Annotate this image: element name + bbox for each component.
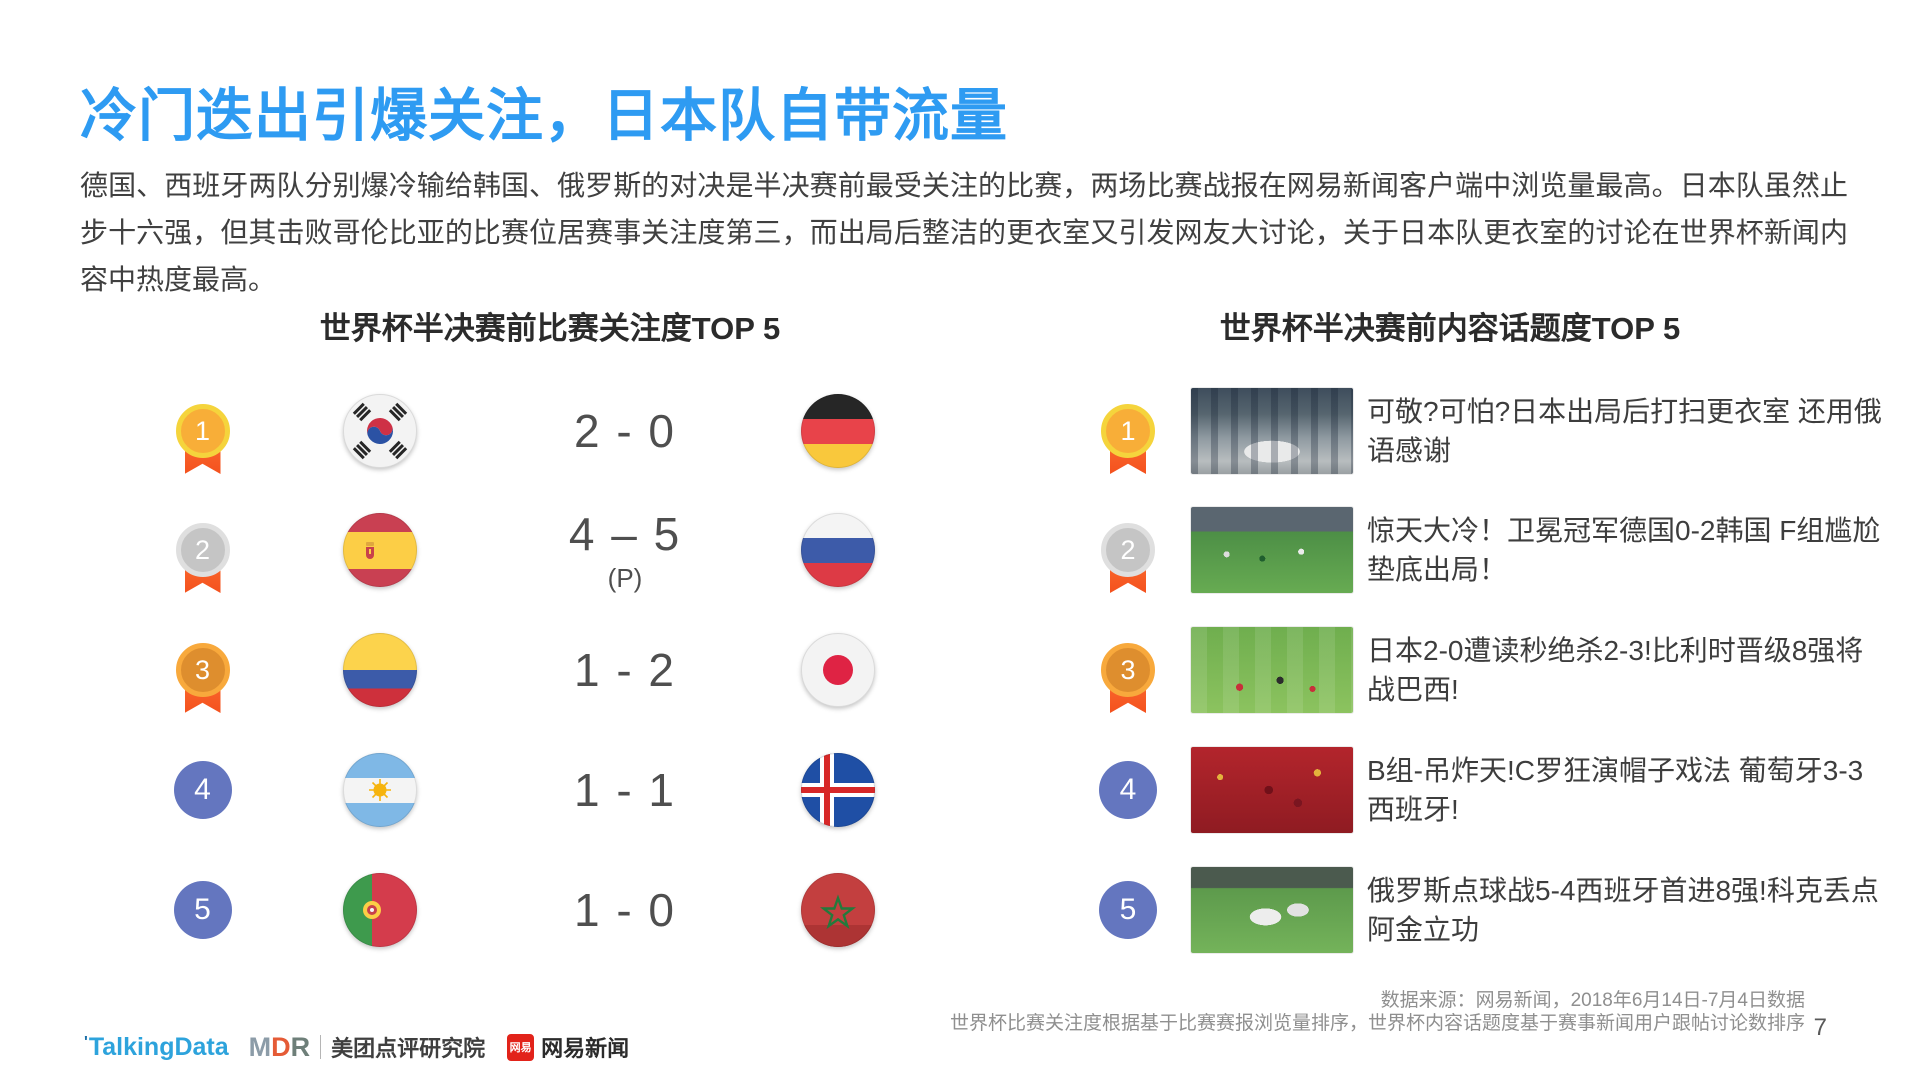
methodology-note: 世界杯比赛关注度根据基于比赛赛报浏览量排序，世界杯内容话题度基于赛事新闻用户跟帖… <box>949 1013 1805 1034</box>
data-source-note: 数据来源：网易新闻，2018年6月14日-7月4日数据 <box>1380 990 1805 1011</box>
match-row-3: 3 1 - 2 <box>150 622 930 718</box>
flag-iceland-icon <box>800 753 875 827</box>
meituan-dianping-institute-logo: 美团点评研究院 <box>331 1036 486 1061</box>
penalty-note: (P) <box>607 562 643 593</box>
rank-number: 1 <box>1101 404 1155 458</box>
match-row-4: 4 1 - 1 <box>150 742 930 838</box>
talkingdata-logo: ' TalkingData <box>84 1032 229 1061</box>
news-item-1: 1 可敬?可怕?日本出局后打扫更衣室 还用俄语感谢 <box>1095 383 1887 479</box>
rank-5-circle-badge: 5 <box>173 881 232 939</box>
flag-spain-icon <box>343 513 417 587</box>
page-number: 7 <box>1813 1014 1827 1041</box>
match-score: 1 - 2 <box>573 644 677 696</box>
thumb-portugal-spain-fans-photo <box>1191 747 1353 833</box>
rank-3-bronze-medal-icon: 3 <box>175 643 230 713</box>
flag-colombia-icon <box>343 633 417 707</box>
rank-2-silver-medal-icon: 2 <box>175 523 230 593</box>
news-title: 日本2-0遭读秒绝杀2-3!比利时晋级8强将战巴西! <box>1367 635 1864 705</box>
news-item-5: 5 俄罗斯点球战5-4西班牙首进8强!科克丢点阿金立功 <box>1095 862 1887 958</box>
match-score: 1 - 1 <box>573 764 677 816</box>
rank-number: 2 <box>175 523 230 577</box>
thumb-germany-korea-match-photo <box>1191 507 1353 593</box>
mdr-logo: M D R <box>248 1031 311 1062</box>
left-section-heading: 世界杯半决赛前比赛关注度TOP 5 <box>319 311 781 346</box>
flag-russia-icon <box>800 513 875 587</box>
rank-4-circle-badge: 4 <box>173 761 232 819</box>
news-title: 俄罗斯点球战5-4西班牙首进8强!科克丢点阿金立功 <box>1367 875 1879 945</box>
flag-japan-icon <box>800 633 875 707</box>
talkingdata-logo-mark: ' <box>84 1033 88 1051</box>
logo-divider <box>320 1035 322 1059</box>
netease-news-logo: 网易新闻 <box>541 1036 630 1061</box>
news-title: 惊天大冷！卫冕冠军德国0-2韩国 F组尴尬垫底出局！ <box>1367 515 1881 585</box>
rank-number: 3 <box>1101 643 1155 697</box>
right-section-heading: 世界杯半决赛前内容话题度TOP 5 <box>1219 311 1681 346</box>
rank-number: 1 <box>175 404 230 458</box>
match-row-1: 1 <box>150 383 930 479</box>
rank-1-gold-medal-icon: 1 <box>1101 404 1155 474</box>
rank-3-bronze-medal-icon: 3 <box>1101 643 1155 713</box>
flag-morocco-icon <box>800 873 875 947</box>
netease-logo-badge: 网易 <box>507 1033 535 1061</box>
match-row-5: 5 1 - 0 <box>150 862 930 958</box>
flag-germany-icon <box>800 394 875 468</box>
thumb-japan-locker-room-photo <box>1191 388 1353 474</box>
news-title: 可敬?可怕?日本出局后打扫更衣室 还用俄语感谢 <box>1367 396 1882 466</box>
rank-number: 3 <box>175 643 230 697</box>
news-title: B组-吊炸天!C罗狂演帽子戏法 葡萄牙3-3西班牙! <box>1367 755 1864 825</box>
flag-portugal-icon <box>343 873 417 947</box>
intro-paragraph: 德国、西班牙两队分别爆冷输给韩国、俄罗斯的对决是半决赛前最受关注的比赛，两场比赛… <box>80 170 1848 295</box>
footer-logos: ' TalkingData M D R 美团点评研究院 网易 网易新闻 <box>84 1030 629 1064</box>
rank-number: 2 <box>1101 523 1155 577</box>
flag-argentina-icon <box>343 753 417 827</box>
rank-1-gold-medal-icon: 1 <box>175 404 230 474</box>
rank-2-silver-medal-icon: 2 <box>1101 523 1155 593</box>
page-title: 冷门迭出引爆关注，日本队自带流量 <box>80 84 1008 148</box>
flag-south-korea-icon <box>343 394 417 468</box>
match-row-2: 2 4 – 5 (P) <box>150 502 930 598</box>
match-score: 4 – 5 <box>568 507 682 560</box>
news-item-3: 3 日本2-0遭读秒绝杀2-3!比利时晋级8强将战巴西! <box>1095 622 1887 718</box>
match-score: 1 - 0 <box>573 884 677 936</box>
news-item-4: 4 B组-吊炸天!C罗狂演帽子戏法 葡萄牙3-3西班牙! <box>1095 742 1887 838</box>
thumb-japan-belgium-match-photo <box>1191 627 1353 713</box>
match-score: 2 - 0 <box>573 405 677 457</box>
rank-4-circle-badge: 4 <box>1099 761 1157 819</box>
thumb-russia-celebration-photo <box>1191 867 1353 953</box>
rank-5-circle-badge: 5 <box>1099 881 1157 939</box>
news-item-2: 2 惊天大冷！卫冕冠军德国0-2韩国 F组尴尬垫底出局！ <box>1095 502 1887 598</box>
